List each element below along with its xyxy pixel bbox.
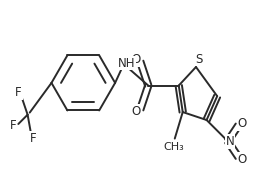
Text: O: O xyxy=(131,105,140,118)
Text: F: F xyxy=(10,119,16,132)
Text: N: N xyxy=(225,135,234,148)
Text: O: O xyxy=(238,153,247,166)
Text: CH₃: CH₃ xyxy=(163,142,184,151)
Text: NH: NH xyxy=(118,56,135,70)
Text: S: S xyxy=(195,53,202,65)
Text: O: O xyxy=(238,117,247,130)
Text: F: F xyxy=(15,86,22,99)
Text: F: F xyxy=(30,132,36,145)
Text: O: O xyxy=(131,53,140,66)
